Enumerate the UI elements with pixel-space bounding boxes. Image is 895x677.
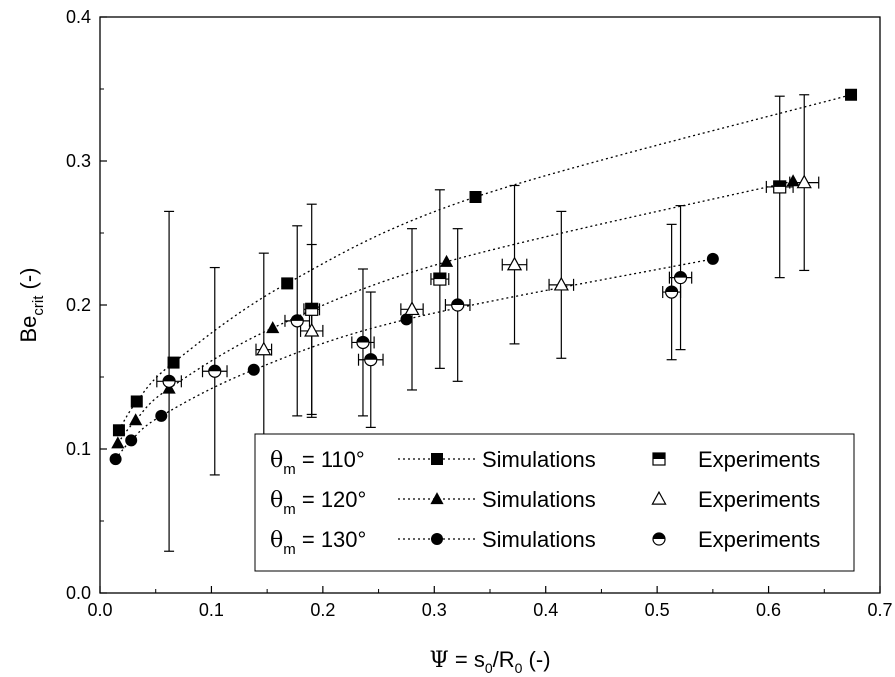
legend-sim-label: Simulations <box>482 527 596 552</box>
y-tick-label: 0.2 <box>66 295 91 315</box>
data-point-triangle <box>439 254 454 267</box>
data-point-triangle <box>786 174 800 187</box>
data-markers <box>109 88 858 466</box>
legend-exp-label: Experiments <box>698 487 820 512</box>
legend-exp-label: Experiments <box>698 527 820 552</box>
data-point-square <box>167 356 180 369</box>
legend-marker-square <box>431 453 443 465</box>
data-point-circle <box>400 313 413 326</box>
x-axis-title: Ψ = s0/R0 (-) <box>429 647 550 676</box>
data-point-half-circle <box>162 374 176 388</box>
y-tick-label: 0.3 <box>66 151 91 171</box>
data-point-half-square <box>773 180 787 194</box>
data-point-square <box>130 395 143 408</box>
data-point-half-circle <box>364 353 378 367</box>
data-point-circle <box>247 363 260 376</box>
data-point-open-triangle <box>796 174 812 189</box>
data-point-open-triangle <box>256 341 272 356</box>
data-point-circle <box>109 453 122 466</box>
legend-marker-half-square <box>652 452 666 466</box>
legend-marker-half-circle <box>652 532 666 546</box>
data-point-open-triangle <box>404 301 420 316</box>
fit-line <box>117 180 794 444</box>
y-axis-title: Becrit (-) <box>16 267 47 342</box>
data-point-triangle <box>129 413 143 426</box>
data-point-open-triangle <box>304 322 320 337</box>
data-point-triangle <box>111 436 125 449</box>
x-tick-label: 0.6 <box>756 600 781 620</box>
legend-marker-triangle <box>430 492 444 505</box>
data-point-square <box>845 88 858 101</box>
legend-sim-label: Simulations <box>482 447 596 472</box>
data-point-half-circle <box>356 335 370 350</box>
data-point-half-square <box>305 302 319 316</box>
data-point-circle <box>155 409 168 422</box>
data-point-half-circle <box>673 271 688 285</box>
legend-group-label: θm = 130° <box>270 527 366 558</box>
data-point-circle <box>706 252 719 265</box>
fit-line <box>118 94 852 431</box>
legend-exp-label: Experiments <box>698 447 820 472</box>
data-point-triangle <box>266 321 280 334</box>
data-point-half-square <box>433 272 447 286</box>
y-tick-label: 0.1 <box>66 439 91 459</box>
axis-ticks: 0.0 0.1 0.2 0.3 0.4 0.5 0.6 0.7 0.0 0.1 0.2 0.3 0.4 <box>66 7 893 620</box>
data-point-open-triangle <box>553 276 569 291</box>
data-point-half-circle <box>290 314 304 328</box>
data-point-half-circle <box>208 364 222 378</box>
fit-lines <box>115 94 852 460</box>
legend-sim-label: Simulations <box>482 487 596 512</box>
legend-marker-circle <box>431 533 443 545</box>
data-point-half-circle <box>665 285 679 299</box>
data-point-open-triangle <box>506 256 523 271</box>
x-tick-label: 0.3 <box>422 600 447 620</box>
x-tick-label: 0.1 <box>199 600 224 620</box>
data-point-square <box>112 424 125 437</box>
y-tick-label: 0.0 <box>66 583 91 603</box>
fit-line <box>115 258 714 460</box>
legend-marker-open-triangle <box>651 490 667 505</box>
x-tick-label: 0.7 <box>867 600 892 620</box>
legend-box <box>254 433 855 572</box>
legend: θm = 110° Simulations Experiments θm = 120°… <box>254 433 855 572</box>
legend-group-label: θm = 110° <box>270 447 365 478</box>
data-point-half-circle <box>451 298 465 312</box>
legend-group-label: θm = 120° <box>270 487 366 518</box>
x-tick-label: 0.4 <box>533 600 558 620</box>
x-tick-label: 0.0 <box>87 600 112 620</box>
x-tick-label: 0.5 <box>645 600 670 620</box>
data-point-square <box>469 191 482 203</box>
x-tick-label: 0.2 <box>310 600 335 620</box>
data-point-square <box>281 277 294 290</box>
data-point-circle <box>125 434 138 447</box>
y-tick-label: 0.4 <box>66 7 91 27</box>
